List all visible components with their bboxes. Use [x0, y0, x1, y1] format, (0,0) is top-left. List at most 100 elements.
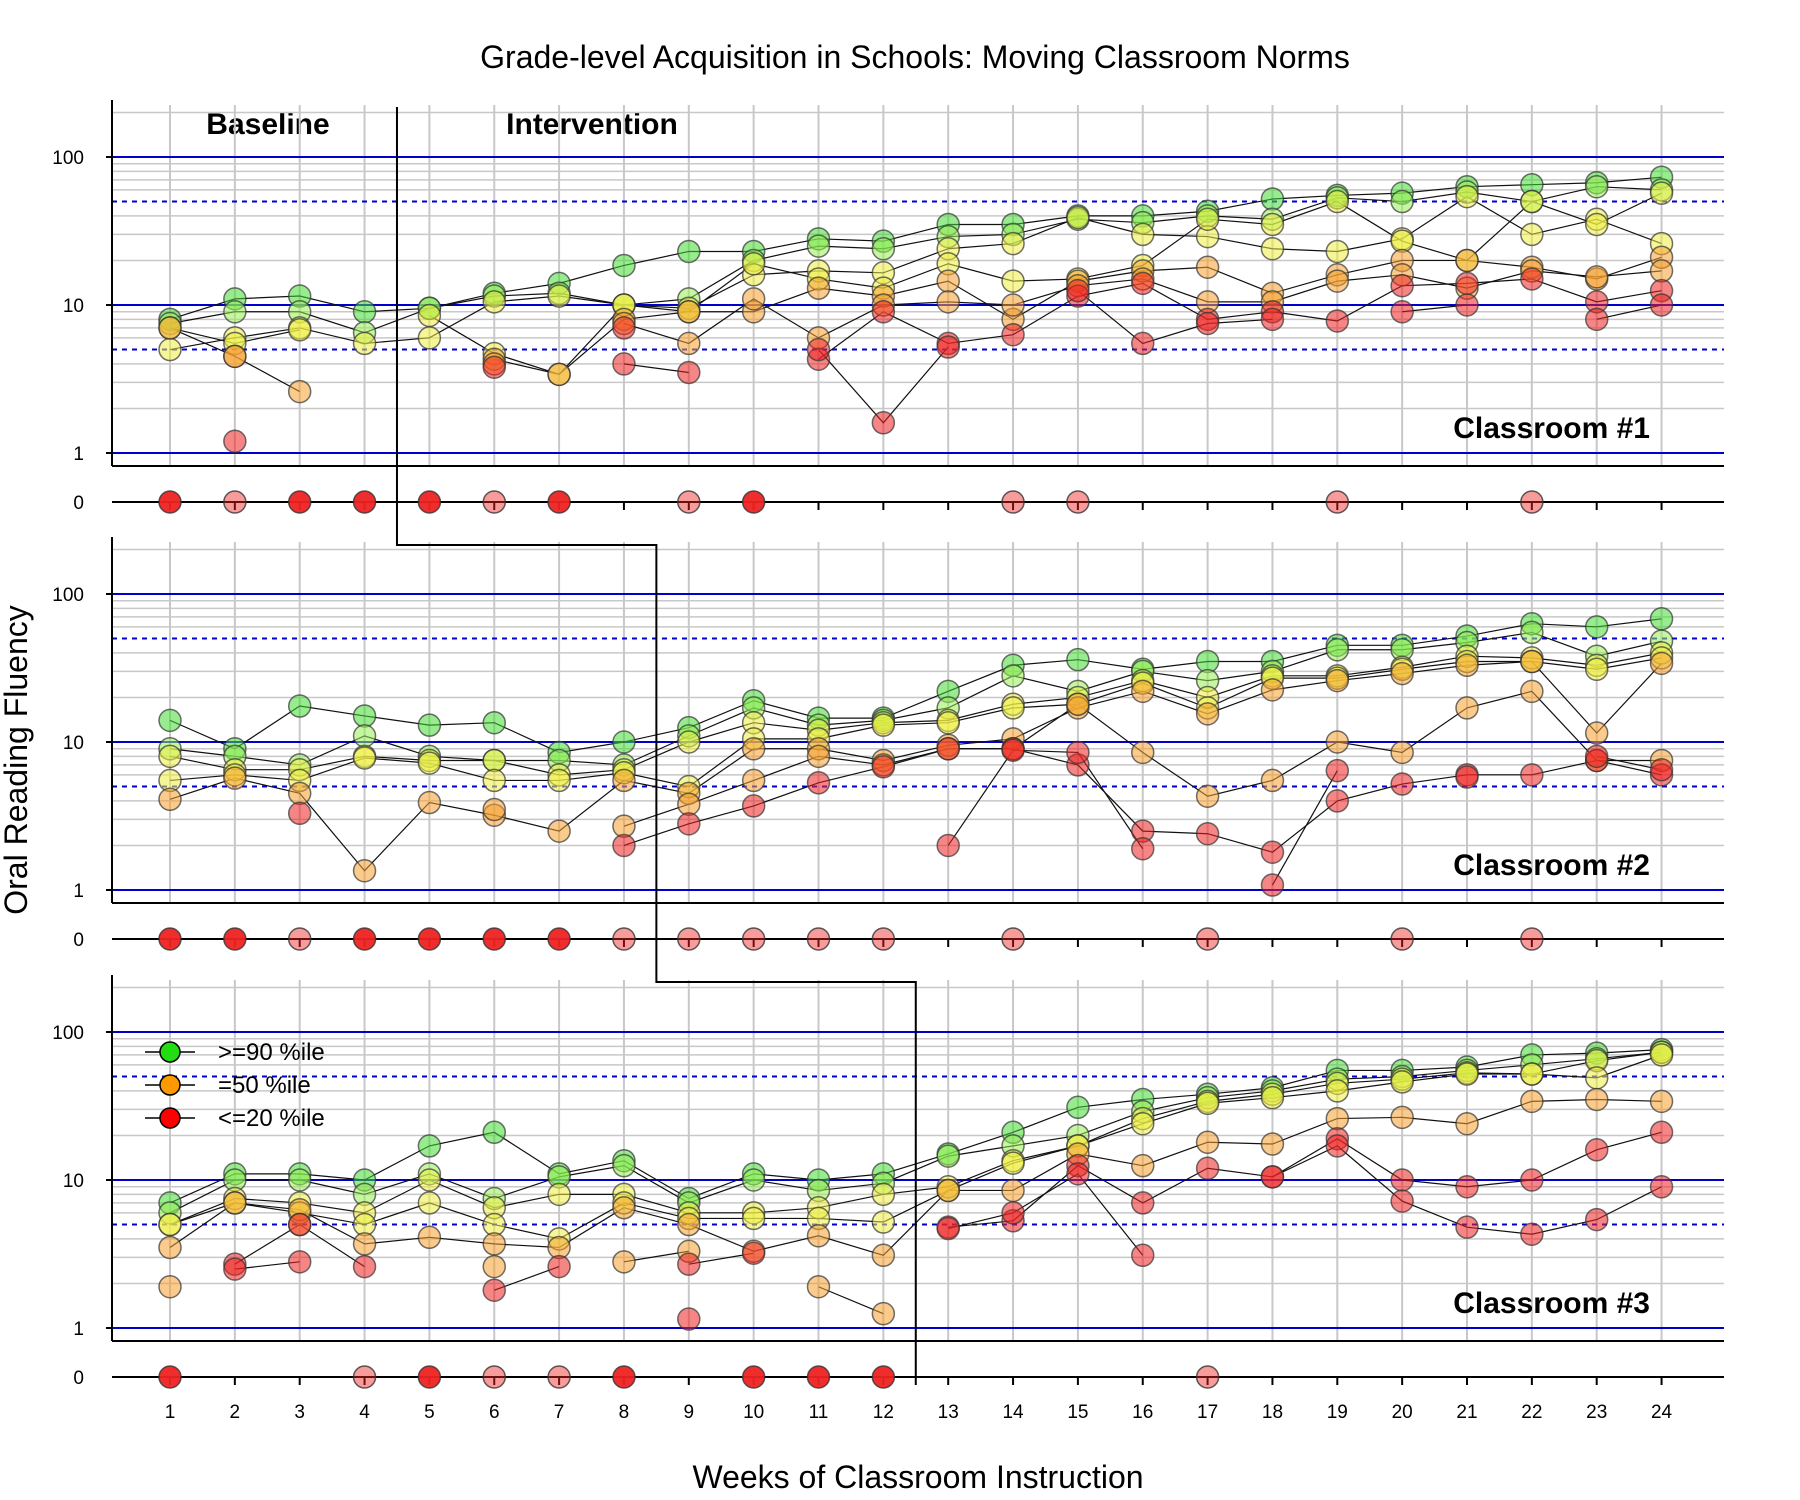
data-point [612, 352, 636, 376]
data-point [1584, 174, 1609, 199]
data-point [1520, 267, 1544, 291]
data-point [1260, 873, 1285, 897]
data-point [417, 751, 442, 775]
data-point [1584, 1207, 1609, 1232]
data-point [1584, 307, 1609, 332]
data-point [1649, 757, 1674, 782]
data-point [1131, 836, 1155, 861]
data-point [547, 284, 571, 308]
data-point [1260, 768, 1285, 793]
data-point [871, 236, 896, 261]
zero-point [287, 490, 312, 514]
x-tick-label: 21 [1456, 1402, 1477, 1423]
data-point [1325, 189, 1350, 214]
data-point [806, 337, 831, 362]
data-point [1001, 293, 1025, 317]
zero-point [741, 927, 766, 951]
y-axis-label: Oral Reading Fluency [0, 605, 34, 914]
zero-point [223, 490, 247, 514]
data-point [1131, 679, 1155, 704]
data-point [1520, 1222, 1544, 1246]
x-tick-label: 2 [230, 1402, 241, 1423]
zero-point [352, 927, 377, 951]
series-line [169, 195, 1662, 351]
data-point [223, 1191, 247, 1215]
data-point [1001, 696, 1025, 720]
data-point [677, 1252, 701, 1276]
data-point [1260, 307, 1285, 332]
data-point [482, 1120, 506, 1145]
data-point [677, 792, 701, 816]
data-point [677, 1307, 701, 1331]
data-point [677, 812, 701, 836]
data-point [1520, 763, 1544, 787]
data-point [1649, 651, 1674, 676]
data-point [1260, 1085, 1285, 1110]
zero-point [677, 490, 701, 514]
data-point [871, 411, 896, 435]
data-point [1455, 765, 1479, 789]
series-line [1077, 290, 1273, 345]
x-tick-label: 18 [1262, 1402, 1283, 1423]
data-point [1260, 1132, 1285, 1156]
legend-marker [159, 1041, 181, 1063]
data-point [936, 269, 960, 293]
data-point [417, 1191, 442, 1215]
data-point [612, 833, 636, 858]
data-point [806, 1274, 831, 1299]
y-tick-label: 1 [73, 444, 84, 465]
data-point [417, 1168, 442, 1192]
data-point [287, 1250, 312, 1274]
data-point [1390, 772, 1414, 796]
data-point [741, 768, 766, 793]
data-point [158, 1212, 182, 1237]
data-point [1260, 1165, 1285, 1189]
zero-point [158, 927, 182, 951]
zero-point [1520, 927, 1544, 951]
series-lines [169, 176, 1662, 424]
data-point [1649, 259, 1674, 283]
data-point [1325, 309, 1350, 333]
data-point [1455, 1215, 1479, 1239]
legend-label: =50 %ile [218, 1072, 311, 1099]
data-point [936, 1178, 960, 1203]
zero-point [871, 927, 896, 951]
series-line [1271, 770, 1338, 886]
x-tick-label: 9 [684, 1402, 695, 1423]
data-point [741, 1241, 766, 1265]
data-point [806, 234, 831, 258]
data-point [352, 1254, 377, 1279]
data-point [1455, 1062, 1479, 1086]
data-point [1001, 231, 1025, 256]
data-point [1195, 311, 1220, 336]
data-point [1649, 1089, 1674, 1114]
zero-point [1520, 490, 1544, 514]
phase-label-baseline: Baseline [206, 108, 329, 141]
data-point [547, 1254, 571, 1279]
data-point [482, 748, 506, 773]
data-point [1584, 265, 1609, 289]
data-point [936, 737, 960, 761]
data-point [871, 1243, 896, 1268]
data-point [741, 251, 766, 276]
data-point [741, 794, 766, 818]
data-point [677, 1212, 701, 1237]
data-point [806, 276, 831, 300]
data-point [1195, 255, 1220, 279]
data-point [1520, 1089, 1544, 1114]
data-point [223, 766, 247, 790]
y-tick-label: 10 [63, 733, 84, 754]
data-point [287, 1212, 312, 1237]
data-point [741, 287, 766, 311]
zero-tick-label: 0 [73, 493, 84, 514]
data-point [1649, 181, 1674, 205]
data-point [352, 858, 377, 883]
y-tick-label: 100 [52, 1023, 84, 1044]
data-point [1455, 1111, 1479, 1136]
data-point [1325, 269, 1350, 293]
data-point [1325, 1134, 1350, 1158]
data-point [158, 787, 182, 812]
